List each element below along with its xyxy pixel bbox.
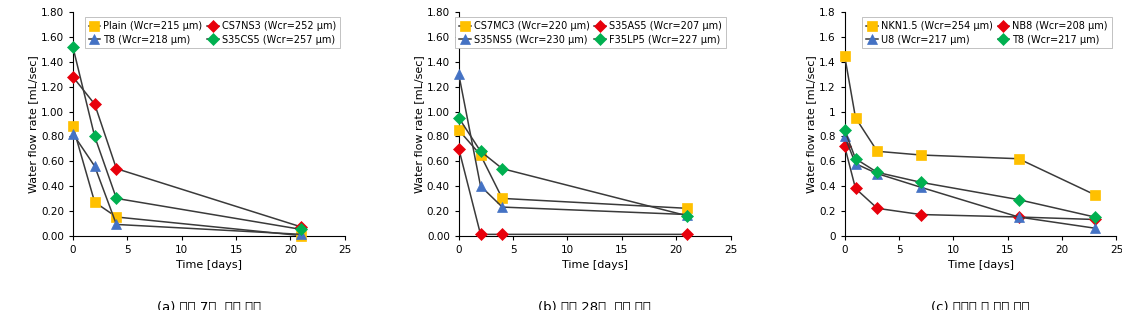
Text: (b) 재령 28일  균열 유도: (b) 재령 28일 균열 유도 — [539, 301, 651, 310]
X-axis label: Time [days]: Time [days] — [176, 260, 242, 270]
CS7NS3 (Wcr=252 μm) — [294, 225, 307, 229]
Text: (c) 팽윤재 및 기타 소재: (c) 팽윤재 및 기타 소재 — [931, 301, 1030, 310]
Line: T8 (Wcr=217 μm): T8 (Wcr=217 μm) — [840, 126, 1098, 221]
F35LP5 (Wcr=227 μm) — [496, 167, 509, 170]
Line: S35AS5 (Wcr=207 μm): S35AS5 (Wcr=207 μm) — [454, 145, 691, 238]
Y-axis label: Water flow rate [mL/sec]: Water flow rate [mL/sec] — [414, 55, 424, 193]
Line: NKN1.5 (Wcr=254 μm): NKN1.5 (Wcr=254 μm) — [839, 51, 1100, 200]
S35CS5 (Wcr=257 μm) — [66, 45, 80, 49]
CS7MC3 (Wcr=220 μm) — [452, 128, 466, 132]
T8 (Wcr=218 μm) — [294, 232, 307, 236]
X-axis label: Time [days]: Time [days] — [562, 260, 627, 270]
T8 (Wcr=217 μm) — [838, 128, 852, 132]
Plain (Wcr=215 μm) — [88, 200, 101, 204]
T8 (Wcr=217 μm) — [871, 170, 884, 174]
S35NS5 (Wcr=230 μm) — [452, 73, 466, 76]
Legend: CS7MC3 (Wcr=220 μm), S35NS5 (Wcr=230 μm), S35AS5 (Wcr=207 μm), F35LP5 (Wcr=227 μ: CS7MC3 (Wcr=220 μm), S35NS5 (Wcr=230 μm)… — [456, 17, 726, 48]
NB8 (Wcr=208 μm) — [838, 144, 852, 148]
NB8 (Wcr=208 μm) — [871, 206, 884, 210]
NKN1.5 (Wcr=254 μm) — [848, 116, 862, 120]
NKN1.5 (Wcr=254 μm) — [1088, 193, 1102, 197]
S35NS5 (Wcr=230 μm) — [680, 213, 693, 216]
CS7NS3 (Wcr=252 μm) — [110, 167, 123, 170]
Legend: Plain (Wcr=215 μm), T8 (Wcr=218 μm), CS7NS3 (Wcr=252 μm), S35CS5 (Wcr=257 μm): Plain (Wcr=215 μm), T8 (Wcr=218 μm), CS7… — [84, 17, 340, 48]
T8 (Wcr=217 μm) — [914, 180, 928, 184]
Line: NB8 (Wcr=208 μm): NB8 (Wcr=208 μm) — [840, 142, 1098, 224]
Line: Plain (Wcr=215 μm): Plain (Wcr=215 μm) — [68, 122, 306, 241]
CS7MC3 (Wcr=220 μm) — [496, 197, 509, 200]
Line: S35NS5 (Wcr=230 μm): S35NS5 (Wcr=230 μm) — [454, 69, 692, 219]
F35LP5 (Wcr=227 μm) — [473, 149, 487, 153]
Line: CS7NS3 (Wcr=252 μm): CS7NS3 (Wcr=252 μm) — [68, 73, 305, 231]
Line: T8 (Wcr=218 μm): T8 (Wcr=218 μm) — [68, 129, 306, 239]
S35CS5 (Wcr=257 μm) — [110, 197, 123, 200]
Line: CS7MC3 (Wcr=220 μm): CS7MC3 (Wcr=220 μm) — [454, 125, 692, 213]
CS7MC3 (Wcr=220 μm) — [680, 206, 693, 210]
Line: S35CS5 (Wcr=257 μm): S35CS5 (Wcr=257 μm) — [68, 43, 305, 233]
Y-axis label: Water flow rate [mL/sec]: Water flow rate [mL/sec] — [28, 55, 38, 193]
S35NS5 (Wcr=230 μm) — [496, 205, 509, 209]
T8 (Wcr=218 μm) — [110, 223, 123, 226]
S35NS5 (Wcr=230 μm) — [473, 184, 487, 188]
F35LP5 (Wcr=227 μm) — [452, 116, 466, 120]
Plain (Wcr=215 μm) — [66, 125, 80, 128]
X-axis label: Time [days]: Time [days] — [947, 260, 1013, 270]
NB8 (Wcr=208 μm) — [1012, 215, 1026, 219]
S35AS5 (Wcr=207 μm) — [452, 147, 466, 151]
U8 (Wcr=217 μm) — [848, 162, 862, 166]
Plain (Wcr=215 μm) — [294, 234, 307, 237]
Plain (Wcr=215 μm) — [110, 215, 123, 219]
T8 (Wcr=217 μm) — [1012, 198, 1026, 202]
S35CS5 (Wcr=257 μm) — [88, 135, 101, 138]
NB8 (Wcr=208 μm) — [914, 213, 928, 216]
Text: (a) 재령 7일  균열 유도: (a) 재령 7일 균열 유도 — [157, 301, 260, 310]
T8 (Wcr=218 μm) — [88, 164, 101, 168]
Line: U8 (Wcr=217 μm): U8 (Wcr=217 μm) — [839, 131, 1100, 233]
T8 (Wcr=217 μm) — [1088, 215, 1102, 219]
U8 (Wcr=217 μm) — [1012, 215, 1026, 219]
T8 (Wcr=218 μm) — [66, 132, 80, 136]
NKN1.5 (Wcr=254 μm) — [914, 153, 928, 157]
S35CS5 (Wcr=257 μm) — [294, 228, 307, 231]
F35LP5 (Wcr=227 μm) — [680, 214, 693, 218]
U8 (Wcr=217 μm) — [871, 172, 884, 175]
NB8 (Wcr=208 μm) — [1088, 218, 1102, 221]
NKN1.5 (Wcr=254 μm) — [1012, 157, 1026, 161]
U8 (Wcr=217 μm) — [914, 185, 928, 189]
NB8 (Wcr=208 μm) — [848, 187, 862, 190]
Legend: NKN1.5 (Wcr=254 μm), U8 (Wcr=217 μm), NB8 (Wcr=208 μm), T8 (Wcr=217 μm): NKN1.5 (Wcr=254 μm), U8 (Wcr=217 μm), NB… — [863, 17, 1112, 48]
U8 (Wcr=217 μm) — [1088, 226, 1102, 230]
S35AS5 (Wcr=207 μm) — [680, 232, 693, 236]
Line: F35LP5 (Wcr=227 μm): F35LP5 (Wcr=227 μm) — [454, 114, 691, 220]
CS7NS3 (Wcr=252 μm) — [88, 102, 101, 106]
S35AS5 (Wcr=207 μm) — [496, 232, 509, 236]
U8 (Wcr=217 μm) — [838, 135, 852, 138]
NKN1.5 (Wcr=254 μm) — [838, 54, 852, 58]
S35AS5 (Wcr=207 μm) — [473, 232, 487, 236]
CS7MC3 (Wcr=220 μm) — [473, 153, 487, 157]
NKN1.5 (Wcr=254 μm) — [871, 149, 884, 153]
T8 (Wcr=217 μm) — [848, 157, 862, 161]
Y-axis label: Water flow rate [mL/sec]: Water flow rate [mL/sec] — [807, 55, 816, 193]
CS7NS3 (Wcr=252 μm) — [66, 75, 80, 79]
